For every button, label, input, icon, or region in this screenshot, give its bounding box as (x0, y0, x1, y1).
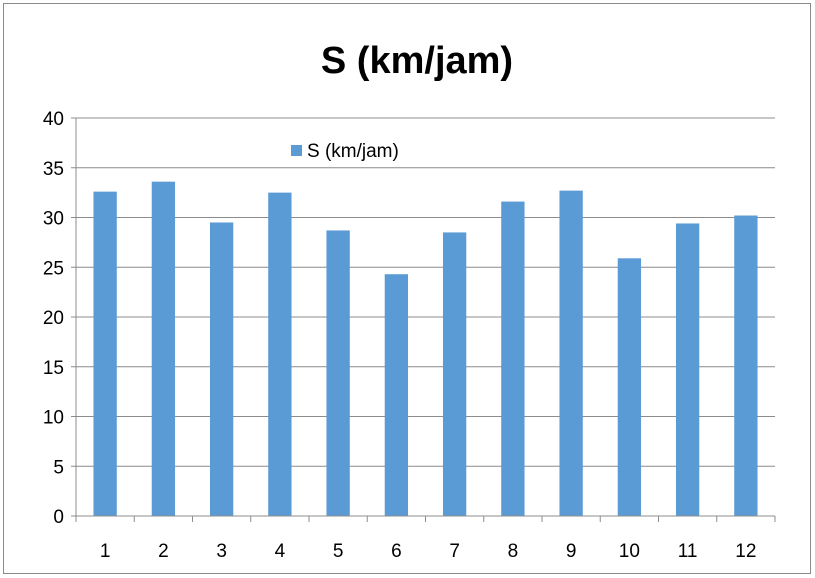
x-tick-label: 6 (391, 541, 402, 562)
x-tick-label: 3 (216, 541, 227, 562)
x-tick-label: 12 (735, 541, 756, 562)
bars (93, 181, 758, 517)
legend-label: S (km/jam) (307, 141, 399, 162)
y-tick-label: 30 (43, 209, 64, 230)
y-tick-label: 35 (43, 159, 64, 180)
bar (209, 222, 234, 516)
x-axis-ticks: 1 2 3 4 5 6 7 8 9 10 11 12 (100, 541, 757, 562)
bar (384, 274, 409, 516)
bar (501, 201, 525, 516)
bar (675, 223, 700, 516)
chart-title: S (km/jam) (321, 40, 513, 82)
axes (71, 117, 776, 522)
bar (268, 192, 292, 516)
y-tick-label: 40 (43, 109, 64, 130)
y-tick-label: 15 (43, 358, 64, 379)
y-tick-label: 10 (43, 408, 64, 429)
y-tick-label: 0 (53, 507, 64, 528)
y-axis-ticks: 0 5 10 15 20 25 30 35 40 (43, 109, 64, 528)
bar (442, 232, 467, 517)
bar (617, 258, 642, 516)
x-tick-label: 8 (508, 541, 519, 562)
x-tick-label: 10 (619, 541, 640, 562)
gridlines (76, 117, 775, 467)
bar (559, 190, 583, 516)
x-tick-label: 9 (566, 541, 577, 562)
legend-swatch (291, 145, 302, 156)
bar (734, 215, 758, 516)
bar (151, 181, 176, 516)
x-tick-label: 1 (100, 541, 111, 562)
y-tick-label: 5 (53, 457, 64, 478)
x-tick-label: 7 (449, 541, 460, 562)
bar (326, 230, 350, 516)
y-tick-label: 25 (43, 258, 64, 279)
x-tick-label: 11 (678, 541, 698, 562)
x-tick-label: 4 (275, 541, 286, 562)
legend: S (km/jam) (291, 141, 399, 162)
x-tick-label: 2 (158, 541, 169, 562)
y-tick-label: 20 (43, 308, 64, 329)
bar (93, 191, 117, 516)
x-tick-label: 5 (333, 541, 344, 562)
